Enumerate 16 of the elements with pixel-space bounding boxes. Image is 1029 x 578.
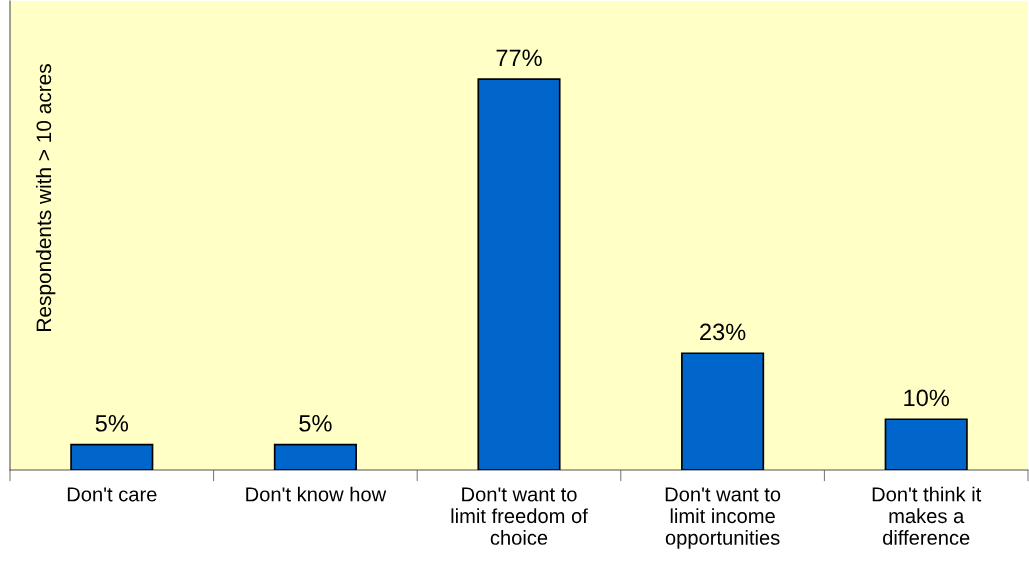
bar — [681, 352, 765, 470]
data-label: 5% — [299, 415, 332, 432]
data-label: 10% — [904, 389, 949, 407]
data-label: 77% — [496, 49, 542, 67]
x-tick-label: Don't think it makes a difference — [872, 486, 982, 545]
y-axis-title: Respondents with > 10 acres — [35, 64, 56, 331]
bar — [273, 443, 357, 470]
bar — [884, 418, 968, 470]
x-tick-label: Don't want to limit freedom of choice — [451, 487, 588, 545]
data-label: 5% — [95, 415, 129, 432]
bar — [70, 443, 154, 470]
x-tick-label: Don't want to limit income opportunities — [665, 487, 781, 549]
data-label: 23% — [700, 323, 746, 341]
x-tick-label: Don't care — [67, 487, 157, 502]
x-tick-label: Don't know how — [246, 486, 387, 502]
bar — [477, 78, 561, 470]
